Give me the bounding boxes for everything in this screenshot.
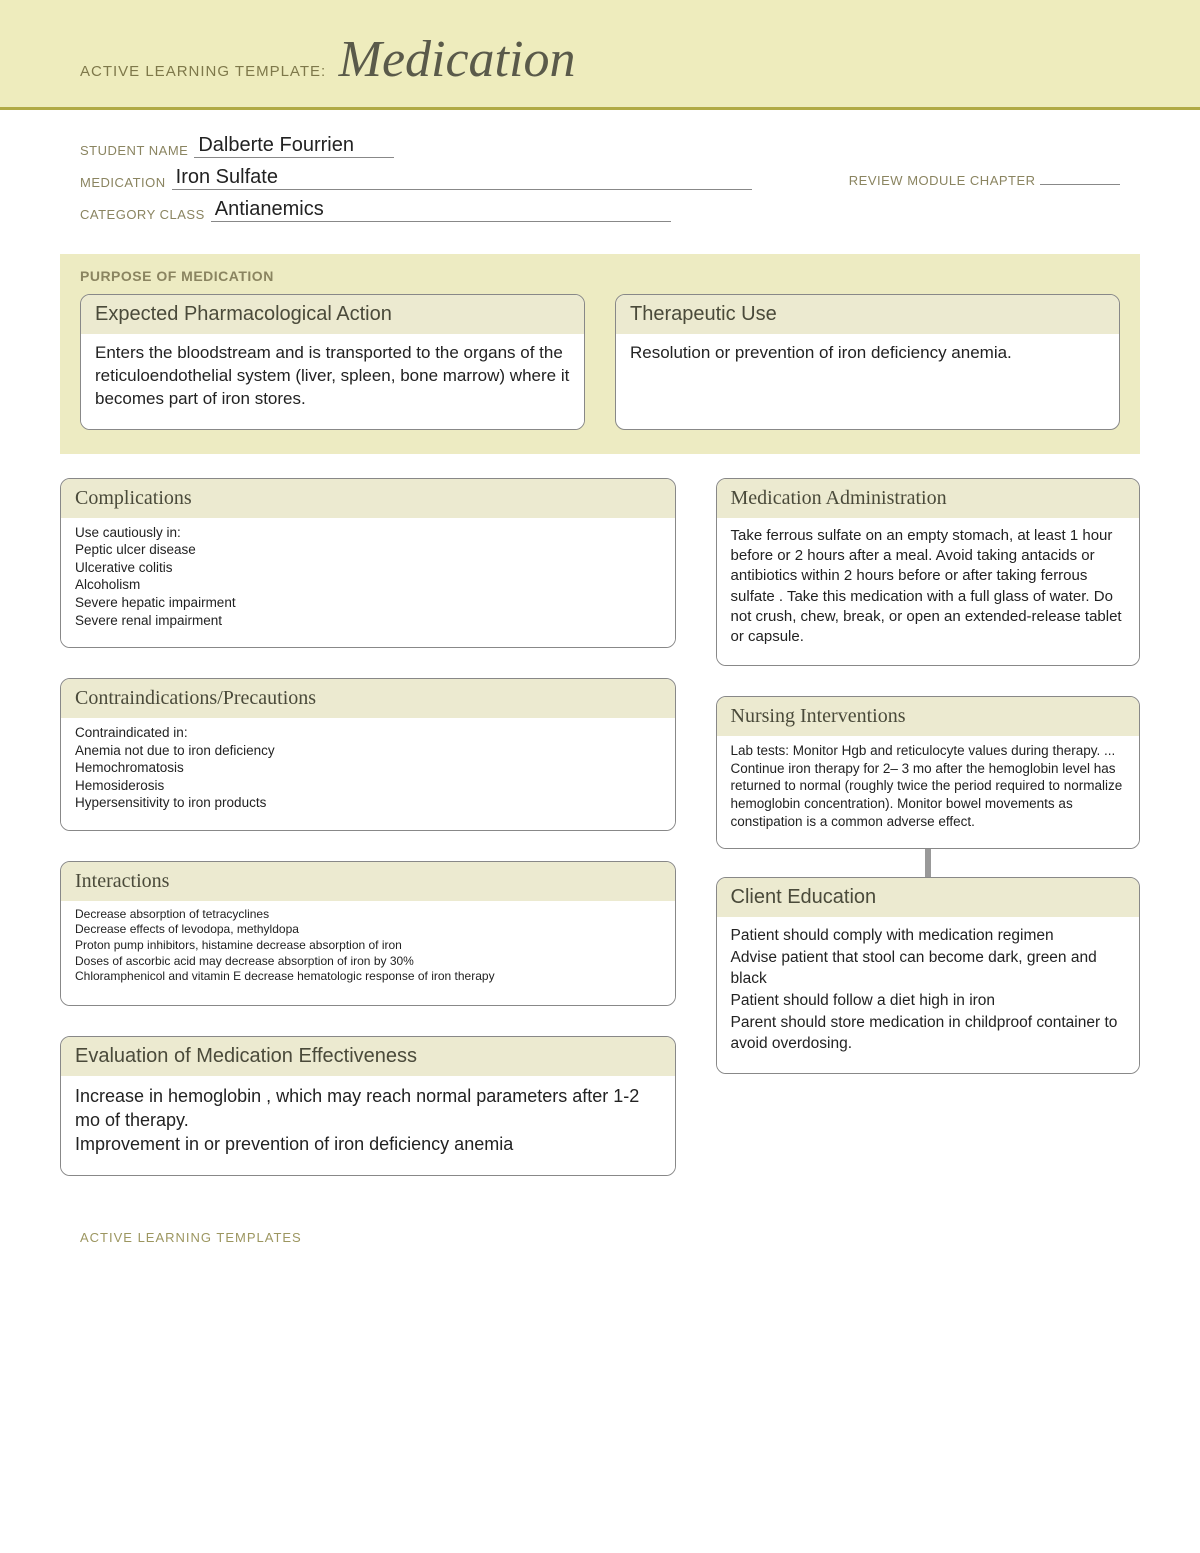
review-module-value (1040, 183, 1120, 185)
interactions-title: Interactions (61, 862, 675, 901)
pharm-action-title: Expected Pharmacological Action (81, 295, 584, 334)
student-name-label: STUDENT NAME (80, 143, 188, 158)
contraindications-title: Contraindications/Precautions (61, 679, 675, 718)
connector-line (925, 849, 931, 877)
meta-section: STUDENT NAME Dalberte Fourrien MEDICATIO… (0, 110, 1200, 240)
nursing-body: Lab tests: Monitor Hgb and reticulocyte … (717, 736, 1139, 848)
review-module-label: REVIEW MODULE CHAPTER (849, 173, 1036, 188)
complications-title: Complications (61, 479, 675, 518)
purpose-section-title: PURPOSE OF MEDICATION (80, 268, 1120, 284)
student-name-value: Dalberte Fourrien (194, 134, 394, 158)
category-class-label: CATEGORY CLASS (80, 207, 205, 222)
administration-box: Medication Administration Take ferrous s… (716, 478, 1140, 667)
evaluation-title: Evaluation of Medication Effectiveness (61, 1037, 675, 1076)
therapeutic-use-body: Resolution or prevention of iron deficie… (616, 334, 1119, 383)
template-header: ACTIVE LEARNING TEMPLATE: Medication (0, 0, 1200, 110)
complications-box: Complications Use cautiously in:Peptic u… (60, 478, 676, 648)
content-grid: Complications Use cautiously in:Peptic u… (0, 454, 1200, 1200)
category-class-value: Antianemics (211, 198, 671, 222)
administration-title: Medication Administration (717, 479, 1139, 518)
contraindications-box: Contraindications/Precautions Contraindi… (60, 678, 676, 831)
medication-value: Iron Sulfate (172, 166, 752, 190)
interactions-box: Interactions Decrease absorption of tetr… (60, 861, 676, 1006)
pharm-action-box: Expected Pharmacological Action Enters t… (80, 294, 585, 430)
client-education-box: Client Education Patient should comply w… (716, 877, 1140, 1074)
nursing-title: Nursing Interventions (717, 697, 1139, 736)
administration-body: Take ferrous sulfate on an empty stomach… (717, 518, 1139, 666)
client-education-body: Patient should comply with medication re… (717, 917, 1139, 1073)
header-title: Medication (339, 31, 576, 88)
pharm-action-body: Enters the bloodstream and is transporte… (81, 334, 584, 429)
evaluation-body: Increase in hemoglobin , which may reach… (61, 1076, 675, 1175)
therapeutic-use-box: Therapeutic Use Resolution or prevention… (615, 294, 1120, 430)
purpose-section: PURPOSE OF MEDICATION Expected Pharmacol… (60, 254, 1140, 454)
medication-label: MEDICATION (80, 175, 166, 190)
therapeutic-use-title: Therapeutic Use (616, 295, 1119, 334)
interactions-body: Decrease absorption of tetracyclinesDecr… (61, 901, 675, 1005)
contraindications-body: Contraindicated in:Anemia not due to iro… (61, 718, 675, 830)
evaluation-box: Evaluation of Medication Effectiveness I… (60, 1036, 676, 1176)
header-prefix: ACTIVE LEARNING TEMPLATE: (80, 63, 326, 80)
complications-body: Use cautiously in:Peptic ulcer diseaseUl… (61, 518, 675, 647)
client-education-title: Client Education (717, 878, 1139, 917)
footer-text: ACTIVE LEARNING TEMPLATES (0, 1200, 1200, 1285)
nursing-box: Nursing Interventions Lab tests: Monitor… (716, 696, 1140, 849)
